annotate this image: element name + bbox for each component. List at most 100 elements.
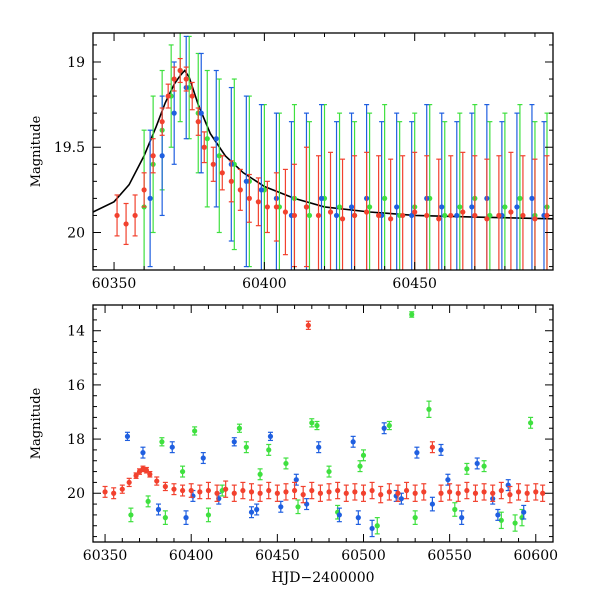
data-point-blue — [316, 444, 322, 450]
data-point-red — [395, 490, 401, 496]
data-point-blue — [495, 512, 501, 518]
series-red — [114, 57, 550, 270]
data-point-red — [214, 490, 220, 496]
data-point-green — [159, 439, 165, 445]
data-point-red — [343, 490, 349, 496]
data-point-red — [515, 489, 522, 495]
data-point-blue — [414, 450, 420, 456]
data-point-green — [205, 512, 212, 518]
data-point-blue — [474, 460, 480, 467]
data-point-blue — [381, 425, 387, 431]
data-point-blue — [369, 525, 375, 532]
data-point-blue — [124, 433, 131, 439]
data-point-red — [119, 486, 125, 492]
data-point-red — [326, 489, 332, 495]
data-point-red — [305, 322, 311, 328]
data-point-green — [295, 504, 301, 510]
x-tick-label: 60600 — [513, 548, 558, 564]
data-point-blue — [409, 212, 415, 219]
data-point-red — [412, 209, 418, 215]
y-tick-label: 20 — [67, 225, 85, 241]
x-tick-label: 60500 — [341, 548, 386, 564]
data-point-red — [147, 471, 153, 477]
data-point-blue — [159, 153, 165, 159]
data-point-blue — [439, 204, 445, 210]
data-point-red — [266, 487, 272, 494]
data-point-blue — [445, 477, 451, 483]
data-point-green — [266, 447, 272, 453]
series-red — [102, 320, 546, 504]
data-point-red — [132, 212, 138, 219]
data-point-red — [159, 119, 165, 125]
data-point-red — [303, 204, 310, 210]
data-point-red — [291, 487, 298, 494]
data-point-green — [481, 463, 487, 469]
data-point-red — [484, 216, 490, 222]
data-point-blue — [521, 509, 527, 515]
data-point-red — [300, 492, 306, 498]
data-point-red — [533, 489, 539, 495]
data-point-green — [512, 520, 518, 526]
data-point-green — [386, 422, 392, 429]
data-point-red — [508, 209, 514, 215]
data-point-green — [336, 204, 343, 210]
data-point-red — [421, 489, 427, 495]
data-point-red — [248, 489, 255, 495]
data-point-blue — [454, 212, 460, 219]
data-point-blue — [171, 110, 177, 116]
data-point-red — [351, 212, 358, 219]
data-point-blue — [469, 204, 475, 210]
data-point-blue — [355, 515, 361, 521]
data-point-blue — [318, 195, 325, 201]
data-point-red — [273, 204, 279, 210]
data-point-red — [274, 490, 280, 496]
data-point-red — [352, 489, 358, 495]
data-point-red — [498, 487, 504, 494]
data-point-green — [357, 463, 363, 469]
data-point-red — [339, 216, 346, 222]
data-point-green — [412, 515, 418, 521]
data-point-blue — [350, 439, 356, 445]
data-point-blue — [243, 178, 249, 184]
data-point-blue — [336, 512, 342, 518]
data-point-blue — [169, 444, 175, 450]
x-tick-label: 60550 — [427, 548, 472, 564]
data-point-green — [243, 444, 249, 450]
data-point-red — [189, 93, 195, 99]
data-point-red — [447, 489, 453, 495]
plot-frame — [92, 304, 554, 543]
data-point-green — [367, 204, 373, 210]
plot-area — [93, 33, 553, 270]
x-tick-label: 60350 — [83, 548, 128, 564]
data-point-blue — [394, 204, 400, 210]
data-point-red — [237, 187, 243, 193]
data-point-red — [205, 487, 212, 494]
data-point-blue — [278, 504, 284, 510]
data-point-green — [145, 498, 151, 504]
data-point-red — [223, 486, 229, 492]
data-point-red — [317, 490, 324, 496]
data-point-blue — [514, 204, 520, 210]
y-tick-label: 18 — [67, 432, 85, 448]
data-point-red — [436, 216, 442, 222]
data-point-blue — [198, 110, 204, 116]
data-point-red — [150, 153, 156, 159]
y-tick-label: 16 — [67, 378, 85, 394]
data-point-red — [195, 119, 201, 125]
data-point-red — [490, 490, 496, 496]
data-point-red — [291, 212, 298, 219]
data-point-green — [314, 422, 320, 429]
data-point-red — [210, 161, 216, 167]
data-point-green — [457, 204, 463, 210]
data-point-red — [540, 490, 546, 496]
data-point-red — [165, 93, 171, 99]
data-point-red — [472, 490, 479, 496]
data-point-red — [386, 489, 392, 495]
x-axis-label: HJD−2400000 — [271, 570, 374, 586]
data-point-red — [228, 178, 234, 184]
data-point-red — [400, 212, 406, 219]
data-point-green — [382, 195, 388, 201]
data-point-red — [141, 187, 147, 193]
